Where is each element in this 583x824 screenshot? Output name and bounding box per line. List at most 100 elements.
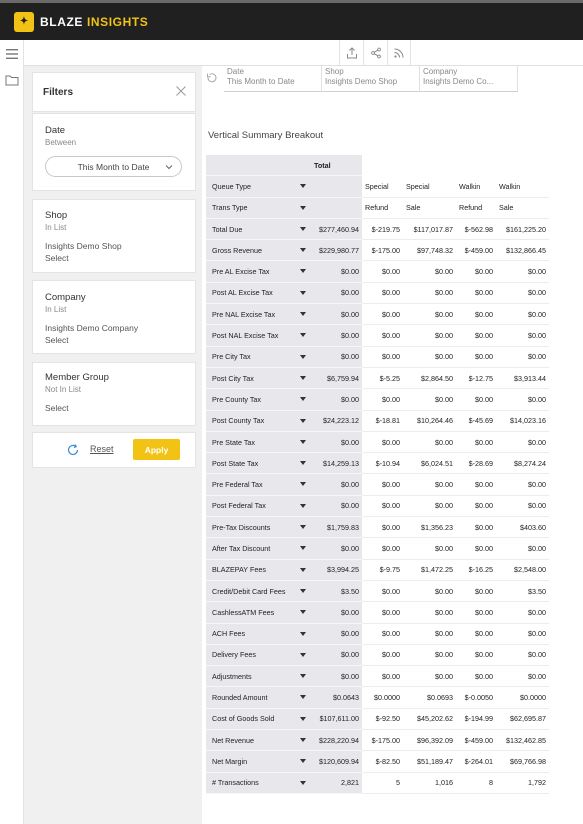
- row-label[interactable]: Pre-Tax Discounts: [206, 517, 310, 539]
- value-cell: $0.00: [403, 645, 456, 667]
- caret-down-icon[interactable]: [300, 205, 306, 210]
- shop-select-link[interactable]: Select: [45, 253, 69, 263]
- value-cell: $-194.99: [456, 709, 496, 731]
- caret-down-icon[interactable]: [300, 333, 306, 338]
- caret-down-icon[interactable]: [300, 226, 306, 231]
- row-label[interactable]: Post Federal Tax: [206, 495, 310, 518]
- caret-down-icon[interactable]: [300, 525, 306, 530]
- caret-down-icon[interactable]: [300, 312, 306, 317]
- share-icon: [370, 47, 381, 58]
- caret-down-icon[interactable]: [300, 461, 306, 466]
- chip-date[interactable]: Date This Month to Date: [224, 66, 322, 92]
- caret-down-icon[interactable]: [300, 652, 306, 657]
- value-cell: $-10.94: [362, 453, 403, 475]
- row-label[interactable]: Credit/Debit Card Fees: [206, 580, 310, 603]
- row-label[interactable]: Post County Tax: [206, 410, 310, 432]
- caret-down-icon[interactable]: [300, 375, 306, 380]
- value-cell: $0.00: [403, 389, 456, 411]
- caret-down-icon[interactable]: [300, 674, 306, 679]
- row-label[interactable]: ACH Fees: [206, 623, 310, 645]
- row-label[interactable]: Post City Tax: [206, 367, 310, 390]
- menu-icon[interactable]: [4, 46, 20, 62]
- caret-down-icon[interactable]: [300, 397, 306, 402]
- row-label[interactable]: Pre AL Excise Tax: [206, 261, 310, 283]
- row-label[interactable]: Delivery Fees: [206, 644, 310, 667]
- refresh-icon[interactable]: [66, 443, 80, 457]
- caret-down-icon[interactable]: [300, 738, 306, 743]
- value-cell: $0.00: [456, 389, 496, 411]
- row-label[interactable]: CashlessATM Fees: [206, 602, 310, 624]
- table-row: Net Revenue $228,220.94 $-175.00 $96,392.09…: [206, 730, 549, 752]
- total-cell: [310, 197, 362, 219]
- row-label[interactable]: Net Revenue: [206, 730, 310, 752]
- caret-down-icon[interactable]: [300, 631, 306, 636]
- row-label[interactable]: Pre County Tax: [206, 389, 310, 411]
- brand-name[interactable]: BLAZE INSIGHTS: [40, 15, 148, 29]
- caret-down-icon[interactable]: [300, 482, 306, 487]
- share-button[interactable]: [363, 40, 387, 65]
- chip-shop[interactable]: Shop Insights Demo Shop: [322, 66, 420, 92]
- caret-down-icon[interactable]: [300, 780, 306, 785]
- caret-down-icon[interactable]: [300, 418, 306, 423]
- row-label[interactable]: Post State Tax: [206, 453, 310, 475]
- row-label[interactable]: Post NAL Excise Tax: [206, 325, 310, 347]
- caret-down-icon[interactable]: [300, 354, 306, 359]
- member-group-operator[interactable]: Not In List: [45, 385, 82, 394]
- company-filter-operator[interactable]: In List: [45, 305, 67, 314]
- caret-down-icon[interactable]: [300, 759, 306, 764]
- caret-down-icon[interactable]: [300, 269, 306, 274]
- row-label[interactable]: Gross Revenue: [206, 240, 310, 262]
- row-label[interactable]: Rounded Amount: [206, 687, 310, 709]
- company-filter: Company In List Insights Demo Company Se…: [32, 280, 196, 354]
- company-select-link[interactable]: Select: [45, 335, 69, 345]
- row-label[interactable]: Trans Type: [206, 197, 310, 219]
- value-cell: $0.0693: [403, 687, 456, 709]
- close-icon[interactable]: [175, 85, 187, 97]
- caret-down-icon[interactable]: [300, 610, 306, 615]
- row-label[interactable]: Pre State Tax: [206, 431, 310, 454]
- total-cell: $0.00: [310, 474, 362, 496]
- total-cell: $0.00: [310, 431, 362, 454]
- caret-down-icon[interactable]: [300, 248, 306, 253]
- row-label[interactable]: Pre City Tax: [206, 346, 310, 368]
- refresh-icon[interactable]: [206, 72, 218, 84]
- member-group-select-link[interactable]: Select: [45, 403, 69, 413]
- folder-icon[interactable]: [4, 72, 20, 88]
- caret-down-icon[interactable]: [300, 503, 306, 508]
- row-label[interactable]: Adjustments: [206, 666, 310, 688]
- row-label[interactable]: Pre Federal Tax: [206, 474, 310, 496]
- caret-down-icon[interactable]: [300, 716, 306, 721]
- row-label[interactable]: Total Due: [206, 218, 310, 241]
- caret-down-icon[interactable]: [300, 695, 306, 700]
- logo-icon[interactable]: ✦: [14, 12, 34, 32]
- export-button[interactable]: [339, 40, 363, 65]
- apply-button[interactable]: Apply: [133, 439, 180, 460]
- value-cell: Special: [362, 176, 403, 198]
- row-label[interactable]: BLAZEPAY Fees: [206, 559, 310, 581]
- rss-button[interactable]: [387, 40, 411, 65]
- caret-down-icon[interactable]: [300, 184, 306, 189]
- caret-down-icon[interactable]: [300, 567, 306, 572]
- caret-down-icon[interactable]: [300, 290, 306, 295]
- table-row: ACH Fees $0.00 $0.00 $0.00 $0.00 $0.00: [206, 623, 549, 645]
- row-label[interactable]: Cost of Goods Sold: [206, 708, 310, 731]
- shop-filter-operator[interactable]: In List: [45, 223, 67, 232]
- value-cell: $0.00: [456, 517, 496, 539]
- header-blank: [206, 155, 310, 177]
- table-row: After Tax Discount $0.00 $0.00 $0.00 $0.00 $0…: [206, 538, 549, 560]
- date-filter-operator[interactable]: Between: [45, 138, 77, 147]
- row-label[interactable]: Queue Type: [206, 176, 310, 198]
- row-label[interactable]: Net Margin: [206, 751, 310, 773]
- row-label[interactable]: Pre NAL Excise Tax: [206, 304, 310, 326]
- caret-down-icon[interactable]: [300, 546, 306, 551]
- caret-down-icon[interactable]: [300, 588, 306, 593]
- value-cell: $-562.98: [456, 219, 496, 241]
- caret-down-icon[interactable]: [300, 439, 306, 444]
- reset-link[interactable]: Reset: [90, 444, 114, 454]
- date-range-select[interactable]: This Month to Date: [45, 156, 182, 177]
- row-label[interactable]: After Tax Discount: [206, 538, 310, 560]
- row-label[interactable]: Post AL Excise Tax: [206, 282, 310, 305]
- chip-company[interactable]: Company Insights Demo Co...: [420, 66, 518, 92]
- value-cell: $-45.69: [456, 411, 496, 432]
- row-label[interactable]: # Transactions: [206, 772, 310, 794]
